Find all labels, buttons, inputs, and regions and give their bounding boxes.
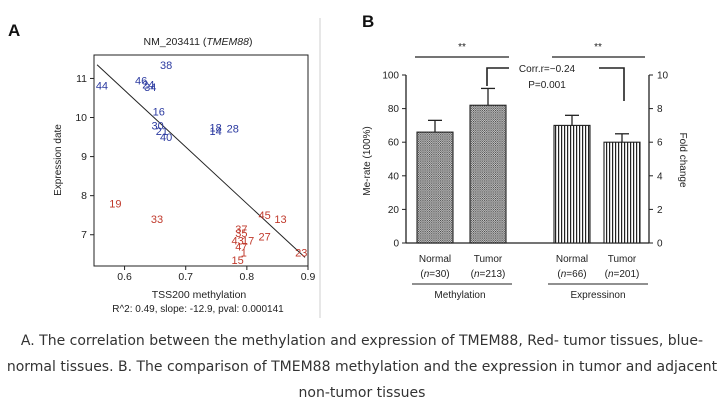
scatter-point: 34: [144, 82, 156, 94]
scatter-point: 30: [151, 120, 163, 132]
p-value-text: P=0.001: [528, 80, 566, 91]
right-y-tick-label: 0: [657, 239, 663, 250]
left-y-tick-label: 0: [393, 239, 399, 250]
left-y-tick-label: 20: [388, 205, 400, 216]
significance-expression: **: [594, 42, 602, 53]
bar: [603, 141, 641, 244]
scatter-point: 24: [142, 79, 154, 91]
figure-svg: A NM_203411 (TMEM88) Expression date TSS…: [8, 12, 688, 318]
left-y-tick-label: 100: [382, 71, 399, 82]
scatter-point: 14: [210, 126, 222, 138]
figure-caption: A. The correlation between the methylati…: [0, 328, 724, 407]
category-label: Tumor: [474, 254, 503, 265]
panel-a-stats: R^2: 0.49, slope: -12.9, pval: 0.000141: [112, 304, 284, 315]
y-tick-label: 9: [81, 151, 87, 163]
scatter-point: 23: [295, 247, 307, 259]
scatter-point: 47: [235, 241, 247, 253]
right-y-tick-label: 4: [657, 171, 663, 182]
scatter-point: 35: [235, 228, 247, 240]
scatter-point: 15: [232, 255, 244, 267]
scatter-point: 45: [258, 210, 270, 222]
panel-a-regression-line: [96, 64, 306, 258]
y-tick-label: 11: [76, 73, 87, 85]
right-y-tick-label: 6: [657, 138, 663, 149]
scatter-point: 27: [258, 232, 270, 244]
left-y-tick-label: 40: [388, 171, 400, 182]
scatter-point: 46: [135, 75, 147, 87]
panel-b-ylabel: Me-rate (100%): [362, 126, 373, 195]
panel-b-label: B: [362, 12, 374, 31]
sample-size-label: (n=213): [471, 269, 506, 280]
significance-methylation: **: [458, 42, 466, 53]
scatter-point: 16: [153, 107, 165, 119]
scatter-point: 37: [235, 224, 247, 236]
left-y-tick-label: 60: [388, 138, 400, 149]
scatter-point: 21: [156, 126, 168, 138]
category-label: Normal: [419, 254, 451, 265]
bar: [416, 131, 454, 244]
caption-line-1: A. The correlation between the methylati…: [20, 333, 704, 349]
category-label: Normal: [556, 254, 588, 265]
right-y-tick-label: 10: [657, 71, 669, 82]
caption-line-2: normal tissues. B. The comparison of TME…: [6, 359, 718, 375]
y-tick-label: 10: [75, 112, 87, 124]
figure: A NM_203411 (TMEM88) Expression date TSS…: [8, 12, 688, 318]
x-tick-label: 0.8: [240, 271, 255, 283]
y-tick-label: 8: [81, 190, 87, 202]
scatter-point: 18: [210, 122, 222, 134]
scatter-point: 43: [232, 236, 244, 248]
scatter-point: 38: [160, 60, 172, 72]
panel-b-y2label: Fold change: [677, 132, 688, 187]
expression-group-label: Expressinon: [570, 290, 625, 301]
scatter-point: 17: [242, 236, 254, 248]
scatter-point: 44: [96, 80, 108, 92]
caption-line-3: non-tumor tissues: [298, 385, 426, 401]
x-tick-label: 0.9: [301, 271, 316, 283]
sample-size-label: (n=66): [557, 269, 586, 280]
scatter-point: 13: [274, 214, 286, 226]
sample-size-label: (n=30): [420, 269, 449, 280]
panel-a-xlabel: TSS200 methylation: [152, 289, 247, 301]
x-tick-label: 0.7: [178, 271, 193, 283]
sample-size-label: (n=201): [605, 269, 640, 280]
scatter-point: 28: [227, 123, 239, 135]
scatter-point: 33: [151, 214, 163, 226]
methylation-group-label: Methylation: [434, 290, 485, 301]
y-tick-label: 7: [81, 229, 87, 241]
panel-a-ylabel: Expression date: [53, 124, 64, 196]
panel-a-plot-frame: [93, 54, 309, 267]
left-y-tick-label: 80: [388, 104, 400, 115]
scatter-point: 40: [160, 132, 172, 144]
panel-a-title: NM_203411 (TMEM88): [144, 36, 253, 48]
x-tick-label: 0.6: [117, 271, 132, 283]
scatter-point: 19: [109, 198, 121, 210]
right-y-tick-label: 2: [657, 205, 663, 216]
bar: [553, 124, 591, 244]
right-y-tick-label: 8: [657, 104, 663, 115]
panel-b-bar: B Me-rate (100%) Fold change 02040608010…: [362, 12, 688, 301]
scatter-point: 1: [241, 247, 247, 259]
panel-a-label: A: [8, 21, 20, 40]
bar: [469, 104, 507, 244]
correlation-text: Corr.r=−0.24: [519, 64, 576, 75]
category-label: Tumor: [608, 254, 637, 265]
correlation-bracket: [486, 67, 625, 101]
panel-a-scatter: A NM_203411 (TMEM88) Expression date TSS…: [8, 21, 315, 315]
